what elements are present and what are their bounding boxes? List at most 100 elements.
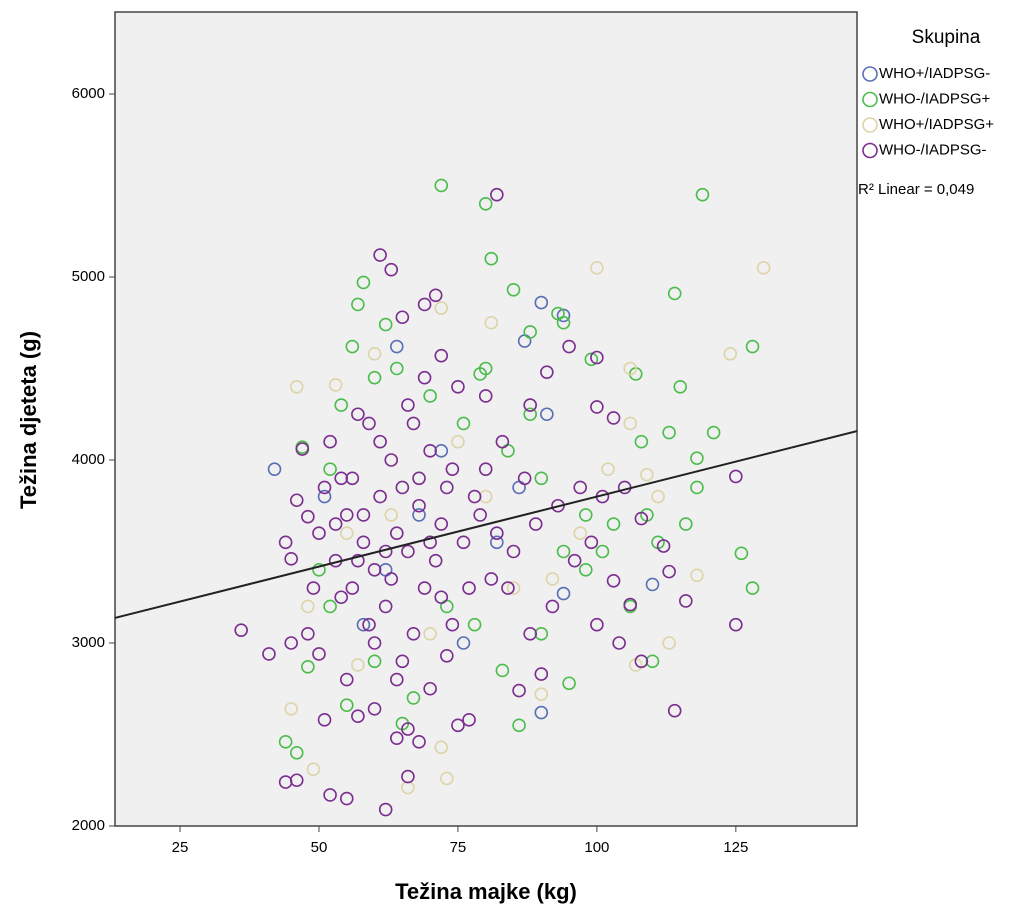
point bbox=[440, 480, 454, 495]
point bbox=[556, 308, 571, 323]
point bbox=[339, 508, 354, 522]
point bbox=[590, 350, 604, 365]
point bbox=[662, 636, 676, 650]
point bbox=[345, 471, 360, 486]
point bbox=[262, 647, 276, 661]
point bbox=[267, 462, 282, 476]
point bbox=[651, 489, 665, 504]
point bbox=[356, 275, 371, 290]
point bbox=[351, 407, 365, 422]
point bbox=[495, 663, 510, 678]
point bbox=[456, 535, 471, 550]
point bbox=[662, 564, 676, 579]
point bbox=[367, 636, 382, 650]
point bbox=[317, 713, 332, 727]
point bbox=[434, 590, 449, 605]
point bbox=[434, 348, 449, 363]
y-tick-label: 3000 bbox=[72, 634, 105, 651]
point bbox=[590, 617, 604, 632]
point bbox=[445, 617, 460, 632]
point bbox=[590, 261, 604, 275]
legend-marker bbox=[862, 142, 878, 159]
point bbox=[278, 735, 293, 749]
point bbox=[289, 493, 304, 508]
point bbox=[295, 442, 310, 456]
point bbox=[734, 546, 749, 561]
point bbox=[523, 325, 537, 339]
point bbox=[451, 379, 465, 394]
point bbox=[428, 553, 443, 568]
point bbox=[623, 416, 638, 431]
point bbox=[389, 672, 404, 687]
point bbox=[606, 411, 621, 425]
point bbox=[401, 722, 415, 736]
point bbox=[389, 361, 404, 376]
point bbox=[534, 705, 549, 720]
point bbox=[367, 347, 382, 361]
y-tick-label: 4000 bbox=[72, 451, 105, 468]
legend-label: WHO+/IADPSG- bbox=[879, 65, 990, 82]
point bbox=[351, 709, 365, 723]
point bbox=[634, 654, 649, 669]
y-tick-label: 2000 bbox=[72, 817, 105, 834]
point bbox=[317, 480, 332, 495]
point bbox=[384, 572, 399, 586]
point bbox=[395, 480, 410, 495]
point bbox=[512, 718, 526, 733]
point bbox=[323, 462, 337, 476]
point bbox=[756, 261, 771, 275]
point bbox=[401, 398, 415, 412]
point bbox=[384, 508, 399, 522]
point bbox=[434, 444, 449, 458]
point bbox=[573, 480, 588, 495]
point bbox=[534, 687, 549, 702]
point bbox=[301, 509, 315, 524]
y-tick-label: 6000 bbox=[72, 85, 105, 102]
point bbox=[362, 416, 376, 431]
point bbox=[723, 347, 738, 361]
point bbox=[445, 462, 460, 476]
point bbox=[540, 365, 554, 379]
x-tick-label: 50 bbox=[311, 839, 328, 856]
point bbox=[401, 769, 415, 784]
point bbox=[284, 552, 298, 566]
point bbox=[395, 310, 410, 325]
point bbox=[679, 517, 693, 531]
point bbox=[412, 498, 426, 513]
legend-marker bbox=[862, 66, 878, 82]
point bbox=[451, 434, 465, 449]
point bbox=[412, 735, 426, 749]
point bbox=[356, 535, 371, 550]
point bbox=[401, 544, 415, 559]
point bbox=[556, 544, 571, 559]
point bbox=[506, 544, 521, 559]
point bbox=[534, 627, 549, 641]
point bbox=[634, 511, 649, 526]
point bbox=[289, 745, 304, 760]
point bbox=[523, 627, 537, 641]
point bbox=[417, 297, 432, 312]
point bbox=[679, 594, 693, 608]
point bbox=[440, 649, 454, 663]
legend-label: WHO-/IADPSG- bbox=[879, 141, 987, 158]
point bbox=[534, 471, 549, 486]
point bbox=[417, 581, 432, 595]
point bbox=[284, 636, 298, 650]
point bbox=[389, 731, 404, 745]
point bbox=[378, 599, 393, 614]
point bbox=[495, 434, 510, 449]
point bbox=[578, 508, 593, 522]
point bbox=[606, 573, 621, 588]
point bbox=[523, 407, 537, 422]
point bbox=[545, 599, 560, 614]
point bbox=[562, 676, 576, 691]
point bbox=[584, 535, 599, 550]
point bbox=[367, 702, 382, 716]
point bbox=[606, 517, 621, 531]
point bbox=[278, 535, 293, 550]
point bbox=[656, 539, 671, 553]
point bbox=[351, 553, 365, 568]
points bbox=[115, 178, 857, 817]
point bbox=[578, 562, 593, 577]
legend-label: WHO-/IADPSG+ bbox=[879, 90, 991, 107]
